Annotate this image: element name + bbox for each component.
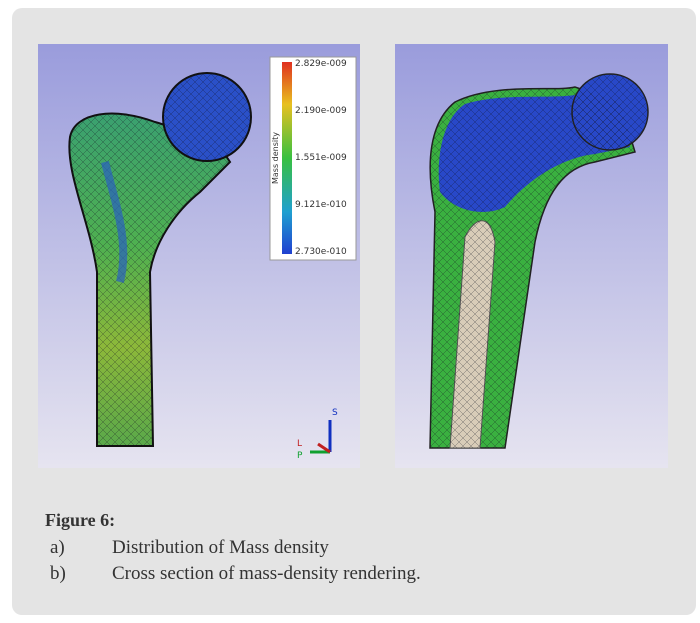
item-marker: a) bbox=[45, 537, 112, 559]
caption-label: Figure 6: bbox=[45, 510, 421, 531]
triad-label: L bbox=[297, 439, 302, 449]
figure-images: Mass density 2.829e-009 2.190e-009 1.551e-… bbox=[35, 42, 683, 470]
legend-label: 1.551e-009 bbox=[295, 153, 347, 163]
legend-label: 9.121e-010 bbox=[295, 200, 347, 210]
legend-label: 2.730e-010 bbox=[295, 247, 347, 257]
caption-item: b)Cross section of mass-density renderin… bbox=[45, 563, 421, 585]
legend-label: 2.829e-009 bbox=[295, 59, 347, 69]
item-marker: b) bbox=[45, 563, 112, 585]
legend-title: Mass density bbox=[271, 132, 280, 184]
item-text: Cross section of mass-density rendering. bbox=[112, 563, 421, 585]
triad-label: P bbox=[297, 451, 303, 461]
caption: Figure 6: a)Distribution of Mass density… bbox=[45, 510, 421, 589]
triad-label: S bbox=[332, 408, 338, 418]
caption-item: a)Distribution of Mass density bbox=[45, 537, 421, 559]
item-text: Distribution of Mass density bbox=[112, 537, 329, 559]
legend-label: 2.190e-009 bbox=[295, 106, 347, 116]
